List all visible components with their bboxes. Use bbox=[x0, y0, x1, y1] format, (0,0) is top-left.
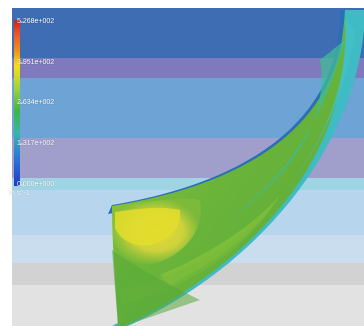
band-1 bbox=[12, 8, 364, 58]
legend-tick-2: 3.951e+002 bbox=[17, 59, 55, 66]
legend-tick-4: 1.317e+002 bbox=[17, 140, 55, 147]
legend-tick-3: 2.634e+002 bbox=[17, 99, 55, 106]
legend-tick-min: 0.000e+000 bbox=[17, 181, 55, 188]
blade-contour bbox=[108, 10, 364, 326]
legend-unit: m s^-1 bbox=[9, 190, 30, 197]
band-2 bbox=[12, 58, 364, 78]
legend-tick-max: 5.268e+002 bbox=[17, 18, 55, 25]
legend-color-bar bbox=[14, 20, 20, 186]
blade-edge-high bbox=[112, 10, 364, 326]
